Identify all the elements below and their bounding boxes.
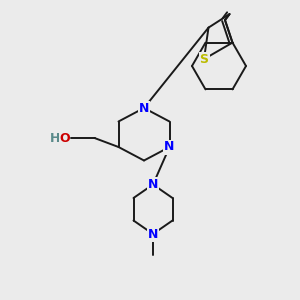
Text: N: N (164, 140, 175, 154)
Text: N: N (148, 178, 158, 191)
Text: H: H (50, 131, 61, 145)
Text: N: N (148, 227, 158, 241)
Text: O: O (59, 131, 70, 145)
Text: N: N (139, 101, 149, 115)
Text: S: S (200, 52, 208, 66)
